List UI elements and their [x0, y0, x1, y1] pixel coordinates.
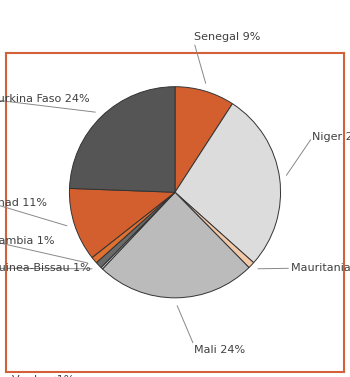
Text: Senegal 9%: Senegal 9% — [194, 32, 260, 42]
Wedge shape — [175, 192, 254, 268]
Text: Mali 24%: Mali 24% — [194, 345, 245, 356]
Text: Chad 11%: Chad 11% — [0, 198, 47, 208]
Text: Cape Verde <1%: Cape Verde <1% — [0, 375, 74, 377]
Wedge shape — [70, 87, 175, 192]
Text: 2008 - Cereal production by country: 2008 - Cereal production by country — [66, 18, 348, 33]
Text: Guinea-Bissau 1%: Guinea-Bissau 1% — [0, 263, 91, 273]
Wedge shape — [101, 192, 175, 269]
Text: Figure 5.: Figure 5. — [14, 18, 91, 33]
Wedge shape — [69, 188, 175, 257]
Wedge shape — [103, 192, 249, 298]
Wedge shape — [92, 192, 175, 263]
Wedge shape — [175, 87, 232, 192]
Text: Mauritania 1%: Mauritania 1% — [291, 263, 350, 273]
Wedge shape — [96, 192, 175, 268]
Text: Burkina Faso 24%: Burkina Faso 24% — [0, 94, 90, 104]
Wedge shape — [175, 104, 281, 263]
Text: Gambia 1%: Gambia 1% — [0, 236, 55, 246]
Text: Niger 27%: Niger 27% — [312, 132, 350, 143]
